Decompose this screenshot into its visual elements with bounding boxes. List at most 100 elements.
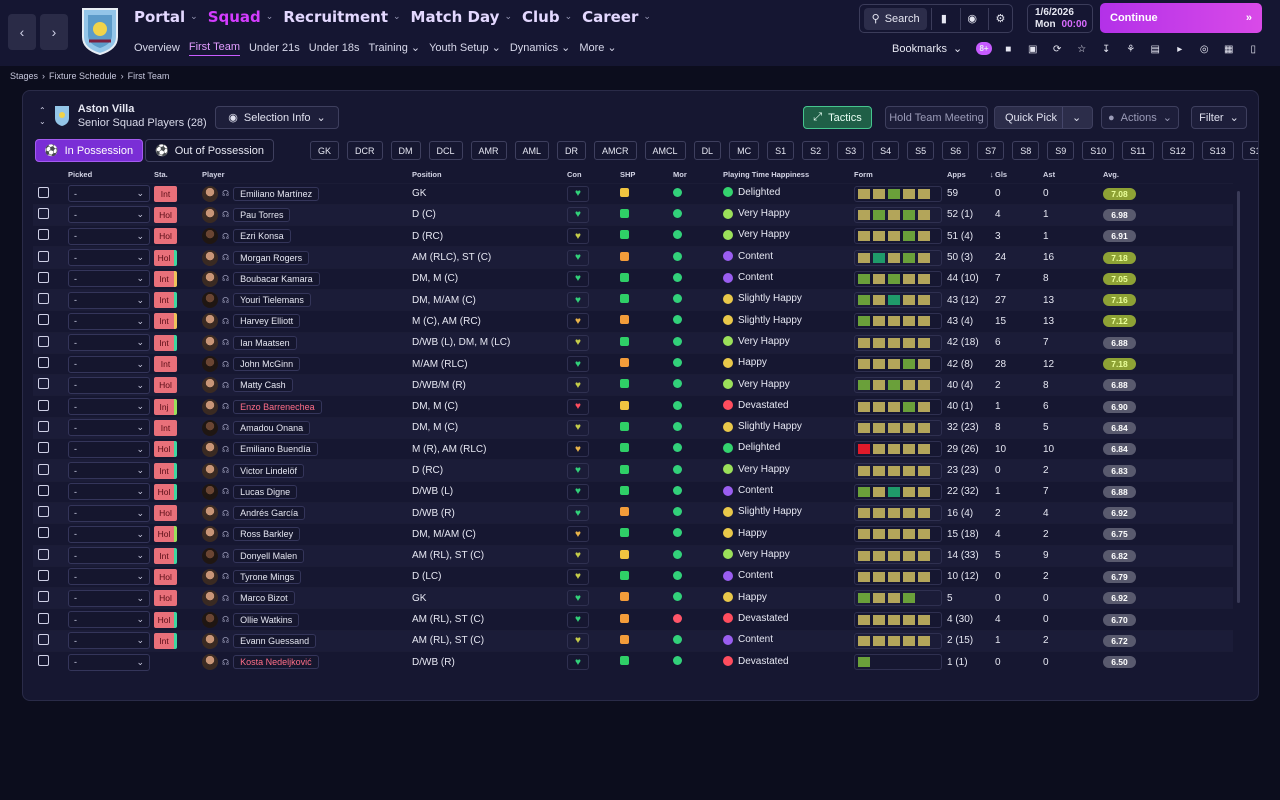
stage-s9[interactable]: S9 [1047,141,1075,160]
status-badge[interactable]: Int [154,270,177,287]
stage-s14[interactable]: S14 [1241,141,1258,160]
actions-dropdown[interactable]: ● Actions ⌄ [1101,106,1179,129]
tactics-button[interactable]: ⤢ Tactics [803,106,872,129]
stage-s8[interactable]: S8 [1012,141,1040,160]
form-guide[interactable] [854,356,942,373]
trophy-icon[interactable]: ☆ [1077,43,1087,55]
nav-item-career[interactable]: Career ⌄ [582,8,651,26]
picked-select[interactable]: - ⌄ [68,291,150,309]
header-shp[interactable]: SHP [620,170,636,180]
status-badge[interactable]: Hol [154,611,177,628]
form-guide[interactable] [854,398,942,415]
notes-icon[interactable]: ▤ [1150,43,1160,55]
form-guide[interactable] [854,441,942,458]
table-row[interactable]: - ⌄ Hol ☊ Morgan Rogers AM (RLC), ST (C) ♥ Cont… [33,246,1233,269]
status-badge[interactable]: Hol [154,505,177,522]
form-guide[interactable] [854,334,942,351]
row-checkbox[interactable] [38,399,49,411]
table-row[interactable]: - ⌄ Hol ☊ Lucas Digne D/WB (L) ♥ Content 22 (32)… [33,480,1233,503]
stage-s13[interactable]: S13 [1201,141,1234,160]
header-picked[interactable]: Picked [68,170,93,180]
row-checkbox[interactable] [38,506,49,518]
breadcrumb-stages[interactable]: Stages [10,71,39,81]
player-name[interactable]: Andrés García [233,506,306,521]
row-checkbox[interactable] [38,271,49,283]
row-checkbox[interactable] [38,548,49,560]
picked-select[interactable]: - ⌄ [68,376,150,394]
quick-pick-button[interactable]: Quick Pick ⌄ [994,106,1093,129]
tab-youth-setup[interactable]: Youth Setup ⌄ [429,41,501,56]
row-checkbox[interactable] [38,569,49,581]
table-row[interactable]: - ⌄ Hol ☊ Ezri Konsa D (RC) ♥ Very Happy 51 (4) 3… [33,225,1233,247]
row-checkbox[interactable] [38,612,49,624]
picked-select[interactable]: - ⌄ [68,398,150,416]
picked-select[interactable]: - ⌄ [68,206,150,224]
form-guide[interactable] [854,526,942,543]
status-badge[interactable]: Int [154,547,177,564]
form-guide[interactable] [854,206,942,223]
form-guide[interactable] [854,483,942,500]
tab-overview[interactable]: Overview [134,41,180,56]
status-badge[interactable]: Int [154,292,177,309]
table-row[interactable]: - ⌄ Int ☊ Victor Lindelöf D (RC) ♥ Very Happy 23… [33,459,1233,482]
stage-s3[interactable]: S3 [837,141,865,160]
player-name[interactable]: Enzo Barrenechea [233,399,322,414]
stage-s12[interactable]: S12 [1161,141,1194,160]
status-badge[interactable]: Hol [154,377,177,394]
picked-select[interactable]: - ⌄ [68,589,150,607]
picked-select[interactable]: - ⌄ [68,547,150,565]
form-guide[interactable] [854,270,942,287]
nav-item-match-day[interactable]: Match Day ⌄ [411,8,512,26]
phone-icon[interactable]: ▯ [1250,43,1256,55]
player-name[interactable]: Matty Cash [233,378,293,393]
table-row[interactable]: - ⌄ ☊ Kosta Nedeljković D/WB (R) ♥ Devastated 1… [33,651,1233,673]
table-row[interactable]: - ⌄ Int ☊ Evann Guessand AM (RL), ST (C) ♥ Cont… [33,629,1233,652]
status-badge[interactable]: Int [154,632,177,649]
stage-dl[interactable]: DL [693,141,722,160]
player-name[interactable]: Evann Guessand [233,633,317,648]
form-guide[interactable] [854,185,942,202]
form-guide[interactable] [854,547,942,564]
tab-under-21s[interactable]: Under 21s [249,41,300,56]
header-apps[interactable]: Apps ↓ [947,167,995,183]
megaphone-icon[interactable]: ▸ [1177,43,1183,55]
table-row[interactable]: - ⌄ Int ☊ Amadou Onana DM, M (C) ♥ Slightly Hap… [33,416,1233,439]
header-playing-time-happiness[interactable]: Playing Time Happiness [723,170,810,180]
status-badge[interactable]: Int [154,334,177,351]
table-row[interactable]: - ⌄ Hol ☊ Emiliano Buendía M (R), AM (RLC) ♥ De… [33,438,1233,460]
picked-select[interactable]: - ⌄ [68,568,150,586]
player-name[interactable]: Ollie Watkins [233,612,300,627]
status-badge[interactable]: Hol [154,206,177,223]
form-guide[interactable] [854,654,942,671]
row-checkbox[interactable] [38,314,49,326]
picked-select[interactable]: - ⌄ [68,419,150,437]
calendar-icon[interactable]: ▦ [1224,43,1234,55]
picked-select[interactable]: - ⌄ [68,312,150,330]
shirt-icon[interactable]: ■ [1005,43,1012,55]
picked-select[interactable]: - ⌄ [68,483,150,501]
player-name[interactable]: Tyrone Mings [233,569,302,584]
globe-icon[interactable]: ◉ [959,7,984,30]
status-badge[interactable]: Hol [154,590,177,607]
row-checkbox[interactable] [38,335,49,347]
player-name[interactable]: Donyell Malen [233,548,305,563]
player-name[interactable]: Marco Bizot [233,591,295,606]
tab-under-18s[interactable]: Under 18s [309,41,360,56]
picked-select[interactable]: - ⌄ [68,355,150,373]
player-name[interactable]: Harvey Elliott [233,314,301,329]
status-badge[interactable]: Hol [154,568,177,585]
header-goals[interactable]: Gls [995,170,1008,180]
download-icon[interactable]: ↧ [1102,43,1111,55]
tab-training[interactable]: Training ⌄ [369,41,421,56]
picked-select[interactable]: - ⌄ [68,462,150,479]
form-guide[interactable] [854,313,942,330]
table-row[interactable]: - ⌄ Hol ☊ Andrés García D/WB (R) ♥ Slightly Hap… [33,501,1233,524]
status-badge[interactable]: Hol [154,483,177,500]
club-crest-icon[interactable] [81,7,119,55]
table-row[interactable]: - ⌄ Int ☊ Youri Tielemans DM, M/AM (C) ♥ Slight… [33,288,1233,311]
picked-select[interactable]: - ⌄ [68,504,150,522]
tab-first-team[interactable]: First Team [188,41,240,56]
refresh-icon[interactable]: ⟳ [1053,43,1062,55]
status-badge[interactable]: Hol [154,526,177,543]
breadcrumb-fixture-schedule[interactable]: Fixture Schedule [49,71,117,81]
